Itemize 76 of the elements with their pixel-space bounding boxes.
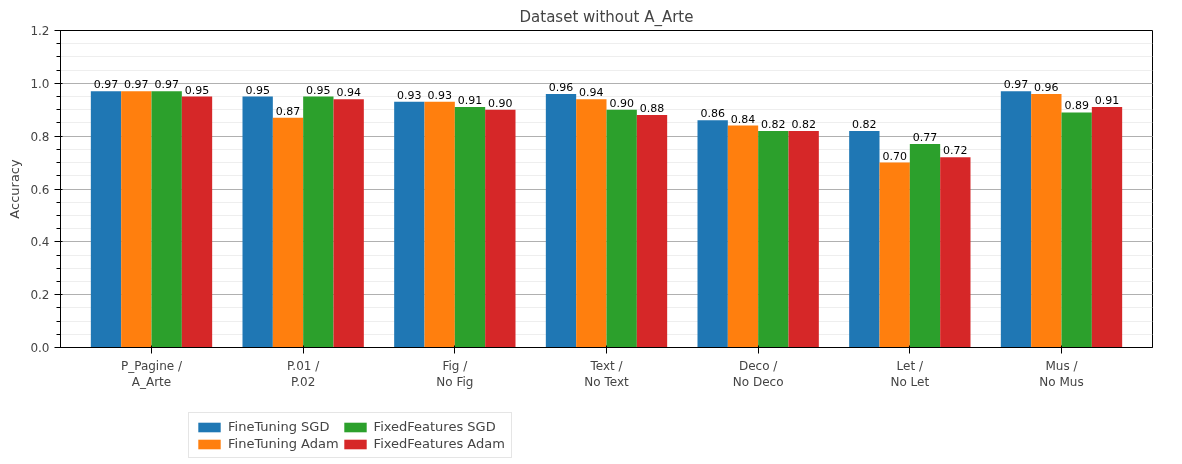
data-label: 0.97 <box>154 78 179 92</box>
bar <box>576 99 607 348</box>
x-tick-label: Deco / No Deco <box>732 358 784 390</box>
bar <box>1000 91 1032 348</box>
bar <box>788 130 819 348</box>
bar <box>90 91 122 348</box>
legend-label: FixedFeatures SGD <box>373 419 496 434</box>
data-label: 0.90 <box>609 96 634 110</box>
bar <box>242 96 273 348</box>
data-label: 0.70 <box>882 149 907 163</box>
x-tick-label: Mus / No Mus <box>1039 358 1084 390</box>
chart-title: Dataset without A_Arte <box>519 7 694 27</box>
bar <box>909 144 941 348</box>
bar <box>272 117 304 348</box>
data-label: 0.84 <box>730 112 756 126</box>
data-label: 0.77 <box>912 131 938 145</box>
x-tick-label: Text / No Text <box>584 358 629 390</box>
bar <box>485 109 516 348</box>
x-tick-label: Fig / No Fig <box>436 358 474 390</box>
data-label: 0.86 <box>700 107 725 121</box>
x-tick-label: P_Pagine / A_Arte <box>120 358 183 390</box>
bar <box>1091 107 1123 348</box>
data-label: 0.93 <box>397 88 422 102</box>
data-label: 0.95 <box>184 83 210 97</box>
data-label: 0.94 <box>336 86 361 100</box>
bar <box>940 157 971 348</box>
data-label: 0.91 <box>457 94 483 108</box>
bar <box>454 107 486 348</box>
bar <box>151 91 182 348</box>
data-label: 0.90 <box>488 96 513 110</box>
bar <box>758 130 789 348</box>
bar <box>333 99 364 348</box>
bar <box>424 101 455 348</box>
legend-label: FixedFeatures Adam <box>373 436 505 451</box>
bar <box>606 109 637 348</box>
bar <box>1061 112 1092 348</box>
data-label: 0.87 <box>275 104 301 118</box>
data-label: 0.97 <box>1003 78 1029 92</box>
data-label: 0.82 <box>761 117 786 131</box>
data-label: 0.89 <box>1064 99 1089 113</box>
y-tick-label: 0.6 <box>30 182 50 197</box>
data-label: 0.96 <box>1034 80 1059 94</box>
legend-label: FineTuning Adam <box>228 436 339 451</box>
y-tick-label: 0.0 <box>30 341 50 355</box>
bar <box>849 130 880 348</box>
y-tick-label: 0.8 <box>30 129 50 144</box>
bar <box>636 115 668 348</box>
bar <box>879 162 910 348</box>
bar <box>727 125 759 348</box>
bar <box>303 96 334 348</box>
data-label: 0.88 <box>639 102 665 116</box>
y-axis-title: Accuracy <box>7 159 23 219</box>
y-tick-label: 1.2 <box>30 24 50 38</box>
bar <box>545 93 577 348</box>
data-label: 0.97 <box>124 78 149 92</box>
data-label: 0.95 <box>245 83 270 97</box>
y-tick-label: 0.4 <box>30 235 50 250</box>
data-label: 0.72 <box>943 144 968 158</box>
data-label: 0.91 <box>1094 94 1120 108</box>
legend-label: FineTuning SGD <box>228 419 330 434</box>
data-label: 0.95 <box>306 83 331 97</box>
bar <box>181 96 213 348</box>
data-label: 0.94 <box>579 86 604 100</box>
data-label: 0.93 <box>427 88 452 102</box>
bar <box>1031 93 1062 348</box>
y-tick-label: 1.0 <box>30 76 50 91</box>
bar <box>697 120 728 348</box>
y-tick-label: 0.2 <box>30 288 50 303</box>
data-label: 0.97 <box>93 78 119 92</box>
bar <box>121 91 152 348</box>
data-label: 0.82 <box>791 117 816 131</box>
x-tick-label: P.01 / P.02 <box>287 358 321 390</box>
bar <box>394 101 425 348</box>
data-label: 0.96 <box>548 80 574 94</box>
x-tick-label: Let / No Let <box>890 358 930 390</box>
data-label: 0.82 <box>852 117 877 131</box>
